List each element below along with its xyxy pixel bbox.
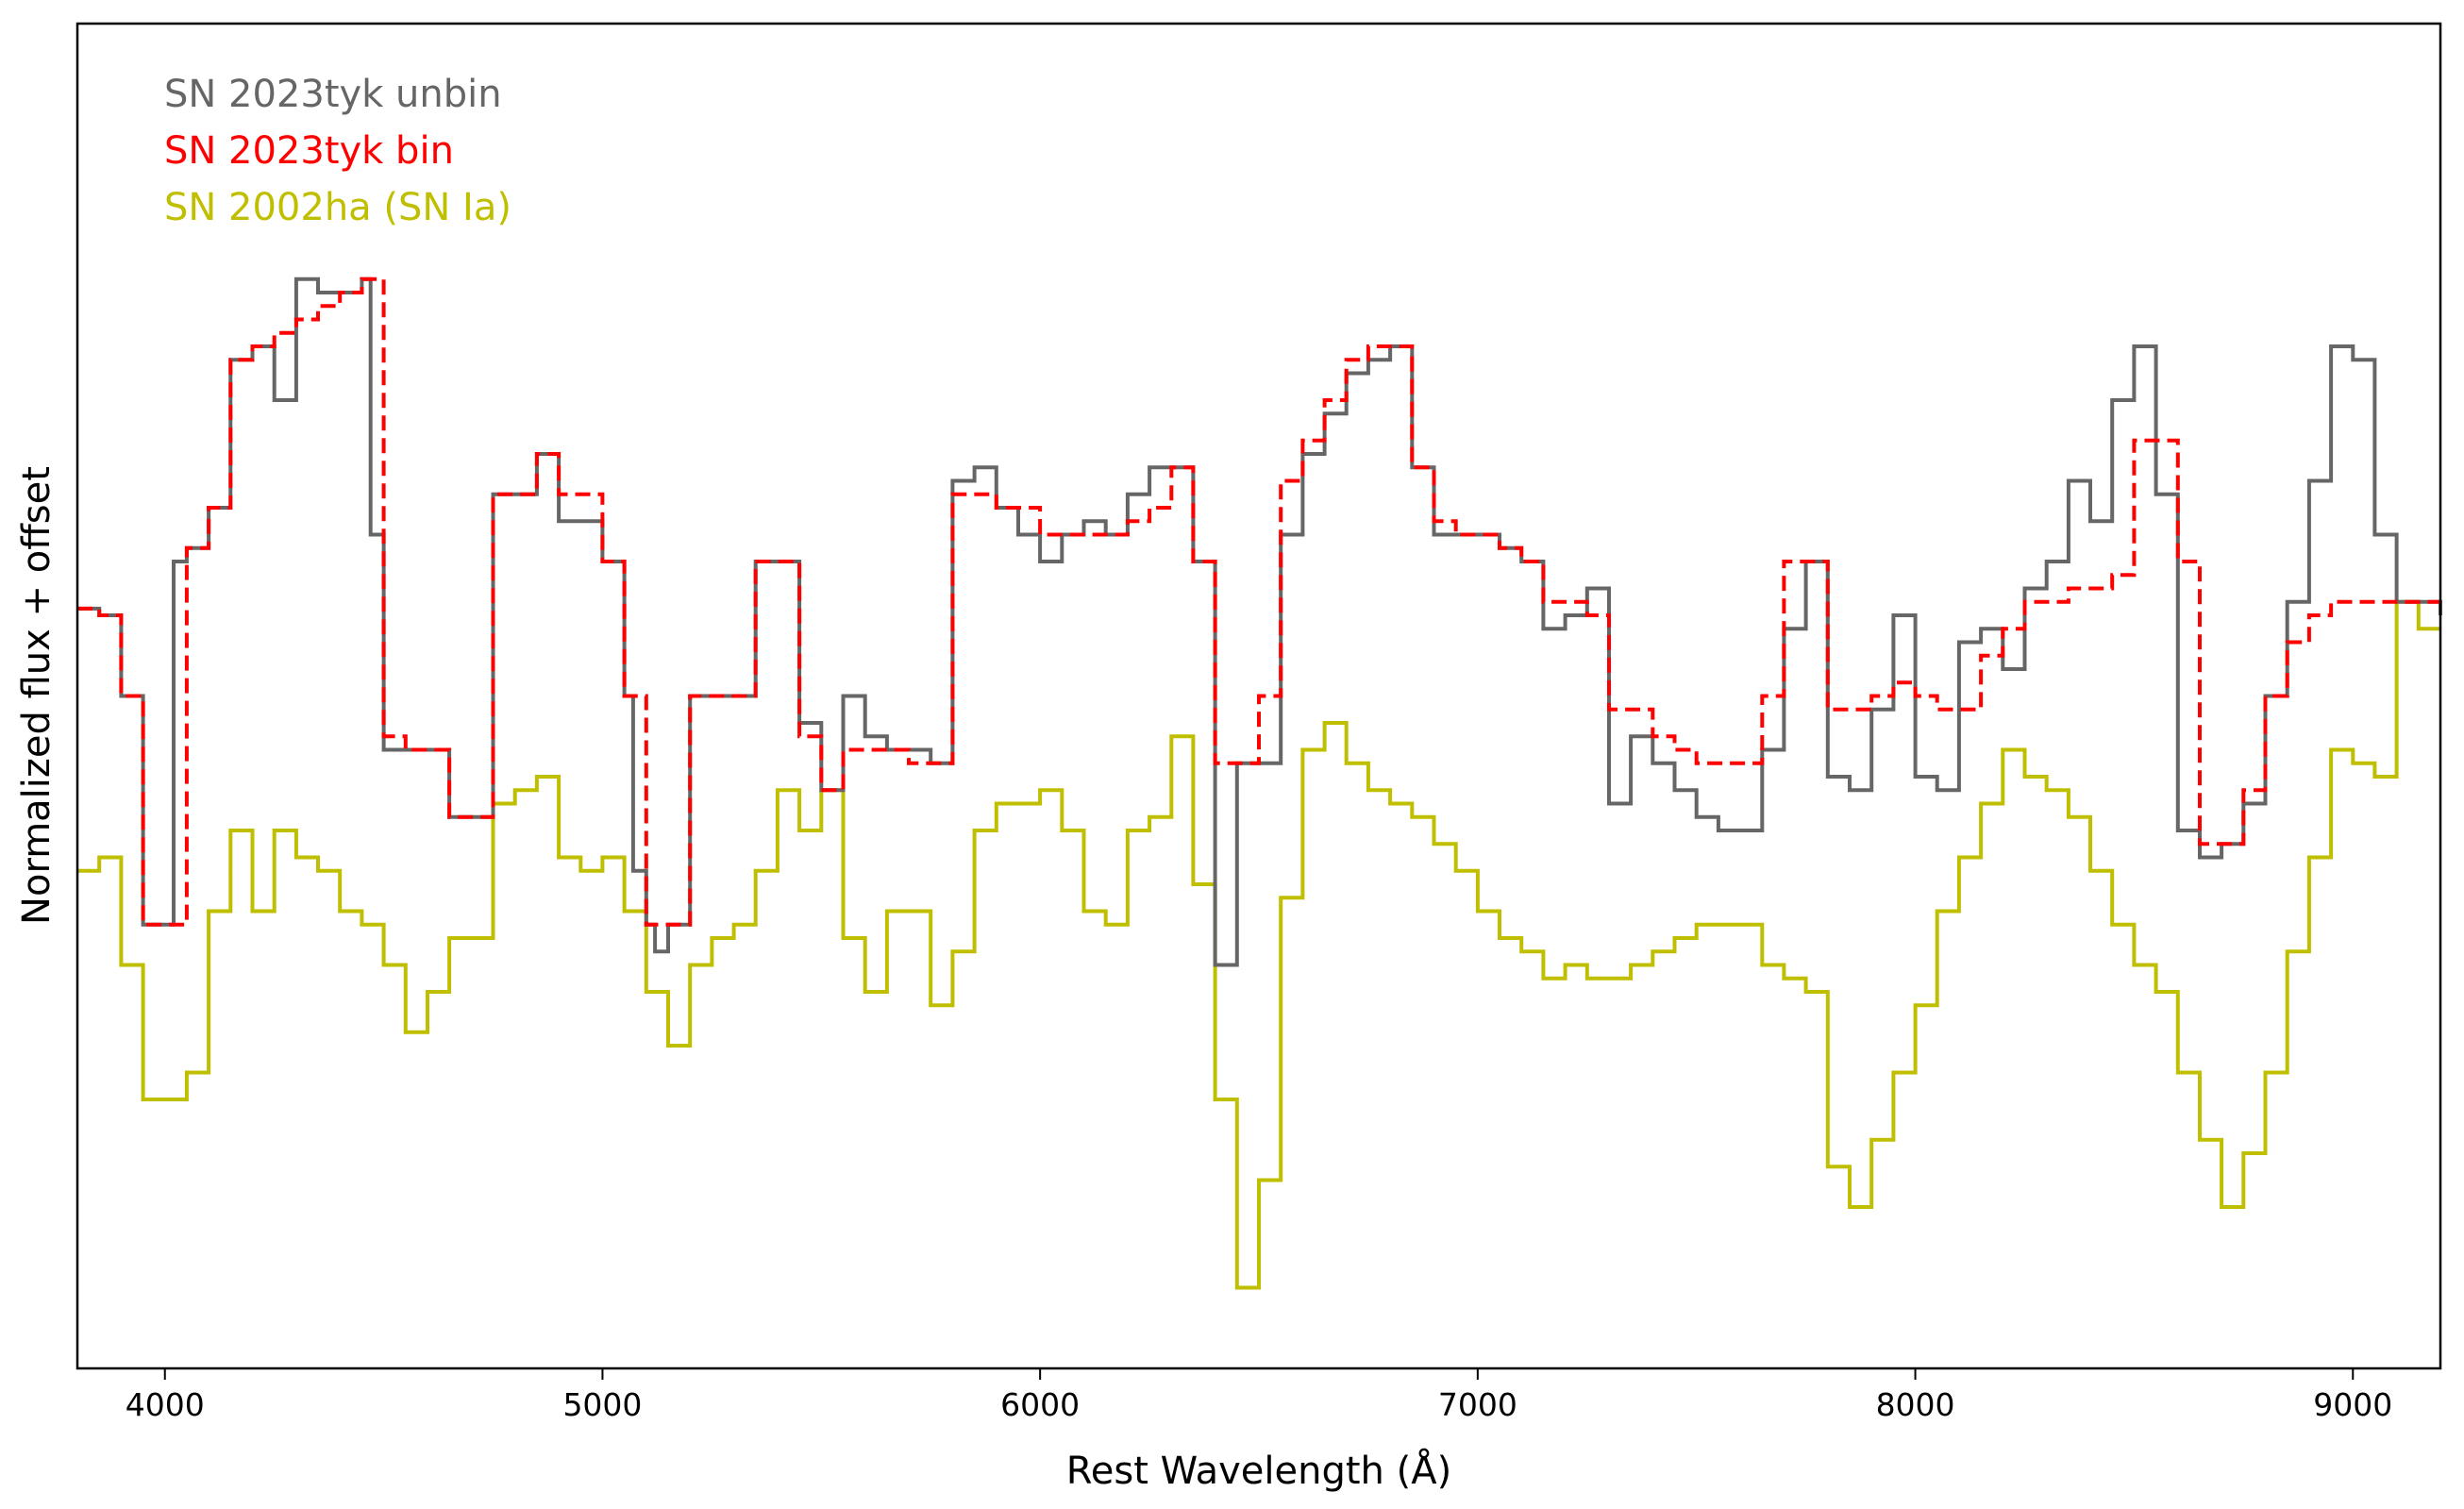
legend-entry-0: SN 2023tyk unbin	[164, 73, 502, 116]
x-tick-label-0: 4000	[126, 1386, 205, 1423]
x-tick-label-1: 5000	[562, 1386, 642, 1423]
series-layer	[77, 277, 2442, 1290]
x-tick-label-4: 8000	[1876, 1386, 1955, 1423]
x-tick-label-3: 7000	[1438, 1386, 1517, 1423]
plot-frame	[75, 22, 2442, 1370]
y-axis-label: Normalized flux + offset	[15, 466, 59, 925]
series-line-2	[77, 599, 2440, 1290]
x-tick-label-5: 9000	[2313, 1386, 2392, 1423]
x-axis-ticks: 4000 5000 6000 7000 8000 9000	[126, 1368, 2392, 1423]
x-axis-label: Rest Wavelength (Å)	[1066, 1448, 1451, 1493]
x-tick-label-2: 6000	[1000, 1386, 1080, 1423]
series-line-1	[77, 277, 2440, 927]
legend: SN 2023tyk unbin SN 2023tyk bin SN 2002ha …	[164, 73, 511, 229]
legend-entry-1: SN 2023tyk bin	[164, 129, 454, 173]
legend-entry-2: SN 2002ha (SN Ia)	[164, 186, 511, 229]
